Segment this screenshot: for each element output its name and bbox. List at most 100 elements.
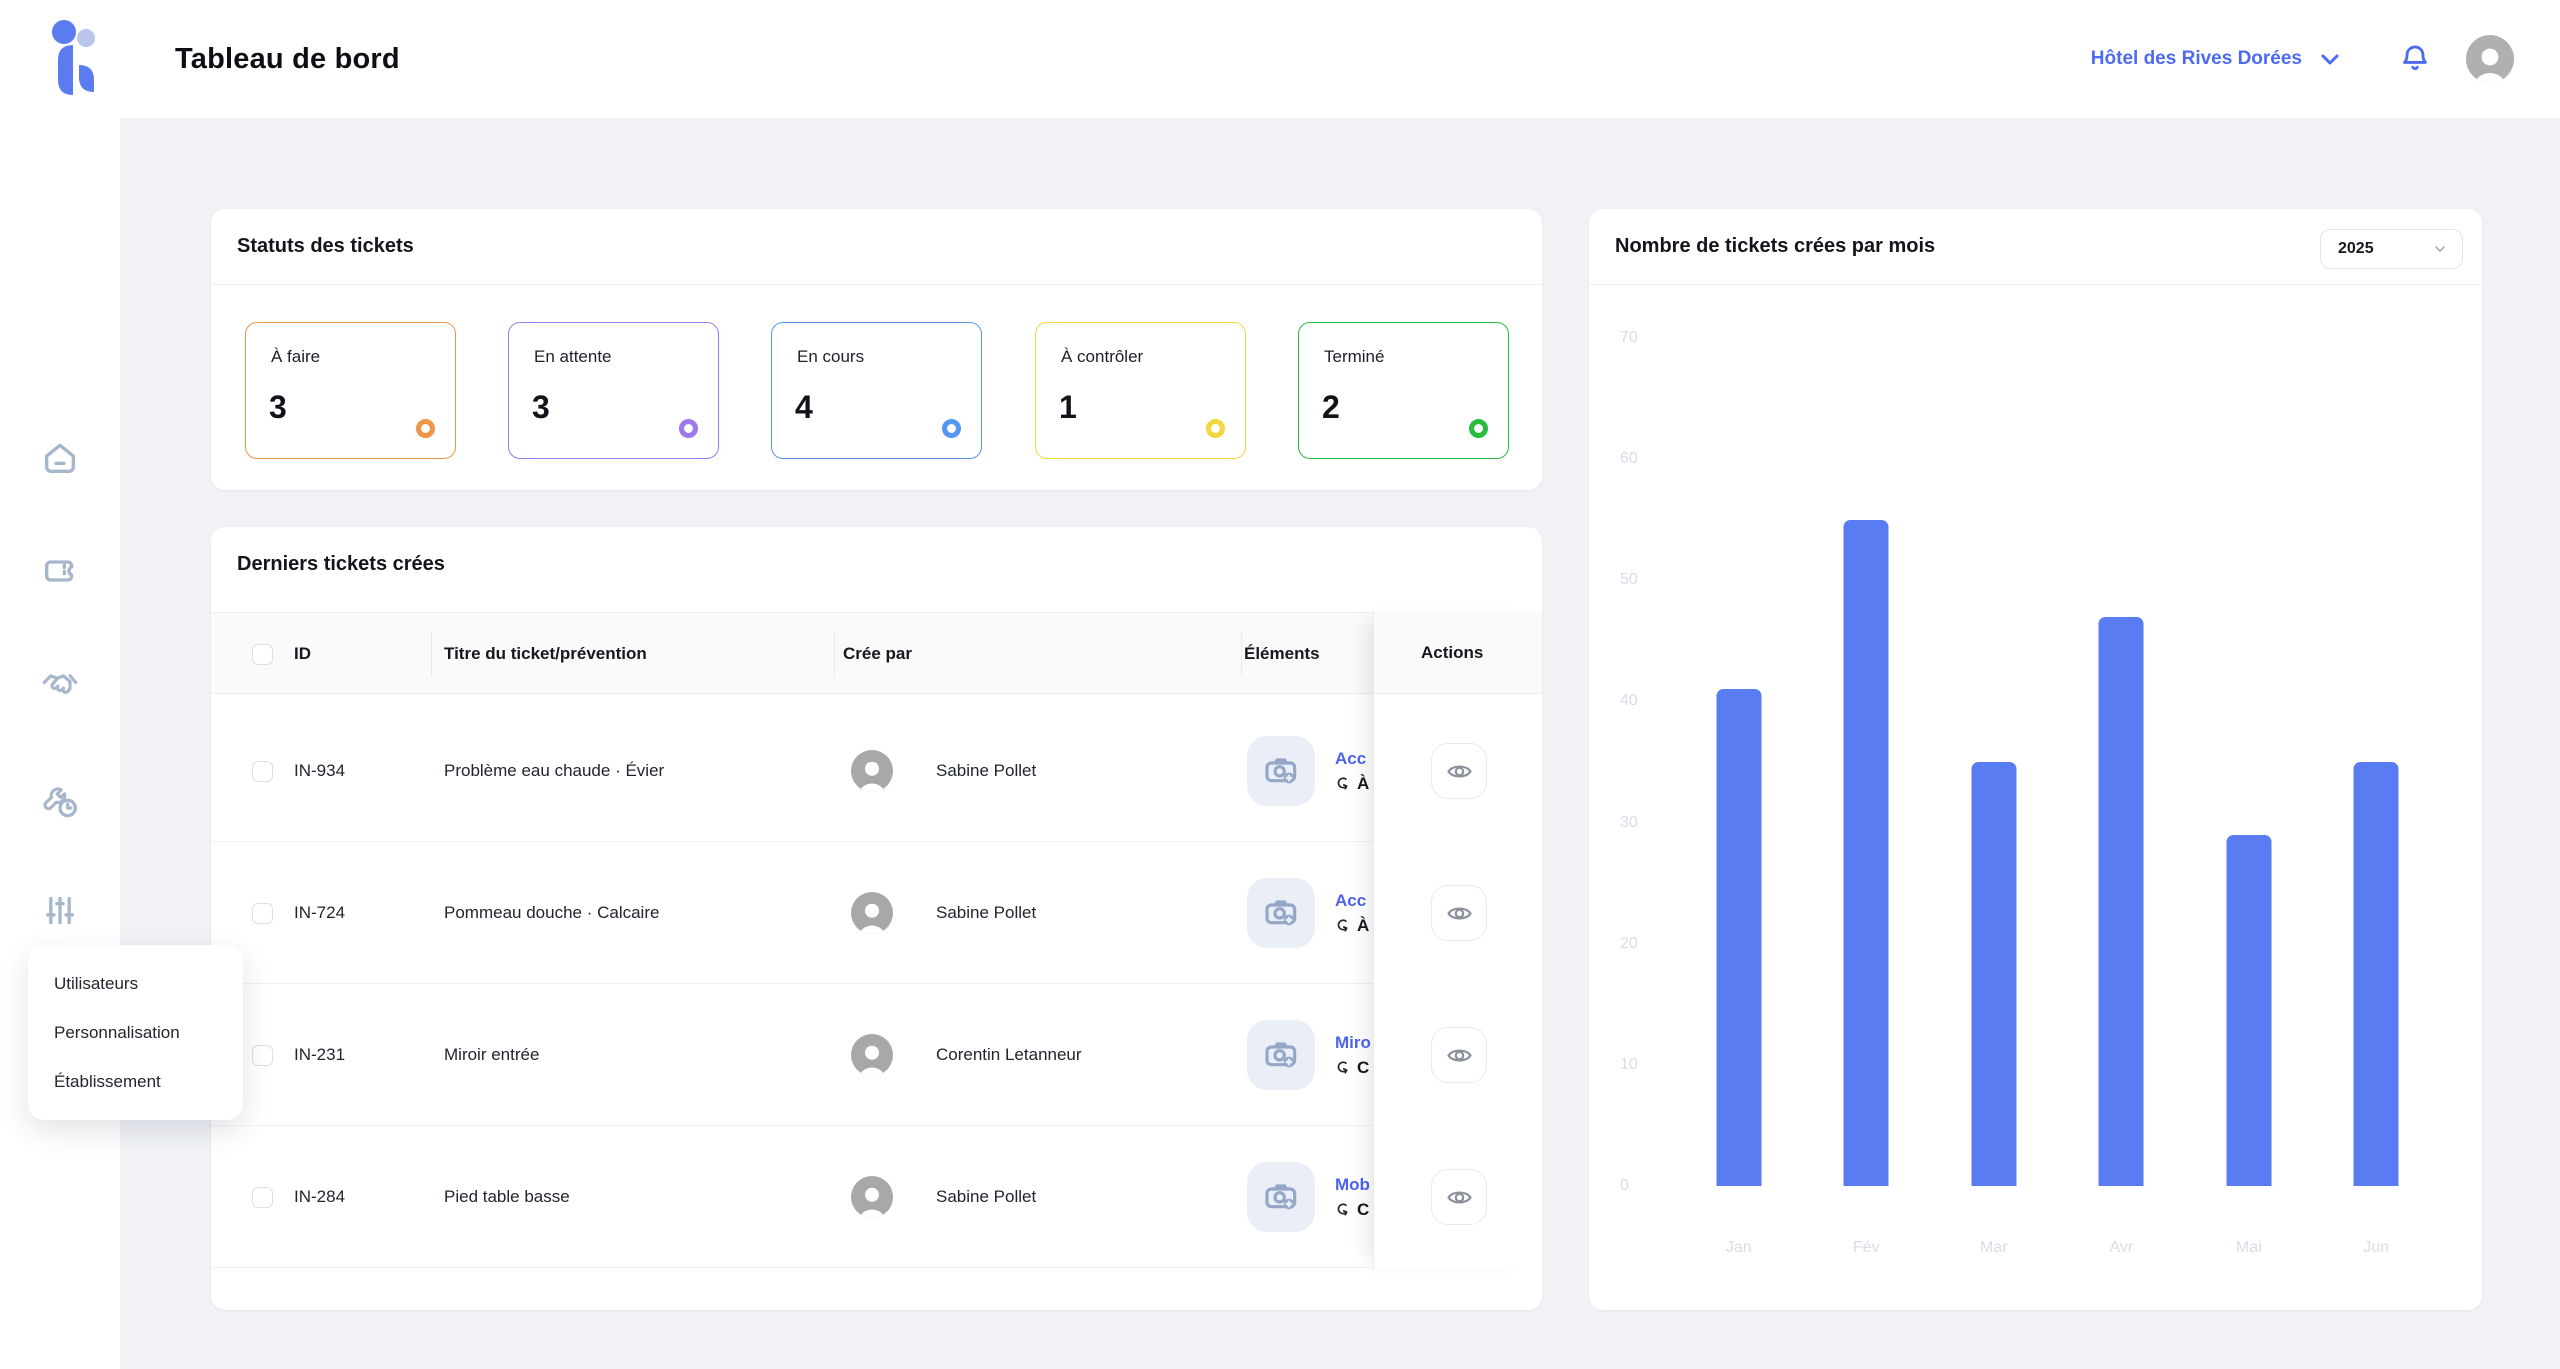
app-logo — [52, 20, 95, 95]
element-cell[interactable]: Acc À — [1247, 700, 1373, 842]
column-header-id: ID — [294, 644, 311, 663]
status-count: 4 — [795, 389, 813, 425]
x-tick-label: Jun — [2363, 1239, 2390, 1256]
settings-popup-menu: Utilisateurs Personnalisation Établissem… — [28, 945, 243, 1120]
status-dot-icon — [416, 419, 435, 438]
sidebar-item-tickets[interactable] — [40, 551, 80, 591]
column-header-cree-par: Crée par — [843, 644, 912, 663]
ticket-title: Pommeau douche · Calcaire — [444, 903, 660, 922]
y-tick-label: 20 — [1620, 934, 1638, 952]
camera-plus-icon — [1247, 1020, 1315, 1090]
chart-y-axis: 0 10 20 30 40 50 60 70 — [1620, 329, 1670, 1194]
chevron-down-icon — [2435, 246, 2445, 252]
year-select[interactable]: 2025 — [2320, 229, 2463, 269]
status-count: 3 — [532, 389, 550, 425]
tickets-card-title: Derniers tickets crées — [237, 553, 445, 575]
chart-card-title: Nombre de tickets crées par mois — [1615, 235, 1936, 257]
row-checkbox[interactable] — [252, 1126, 273, 1268]
element-sub: C — [1335, 1198, 1370, 1222]
sidebar-item-maintenance[interactable] — [40, 781, 80, 821]
status-box-a-faire[interactable]: À faire 3 — [245, 322, 456, 459]
tickets-card: Derniers tickets crées ID Titre du ticke… — [211, 527, 1542, 1310]
account-switcher[interactable]: Hôtel des Rives Dorées — [2091, 47, 2342, 71]
y-tick-label: 60 — [1620, 450, 1638, 468]
table-row[interactable]: IN-231 Miroir entrée Corentin Letanneur … — [211, 984, 1542, 1126]
status-box-en-cours[interactable]: En cours 4 — [771, 322, 982, 459]
creator-name: Sabine Pollet — [936, 903, 1037, 922]
camera-plus-icon — [1247, 1162, 1315, 1232]
status-card: Statuts des tickets À faire 3 En attente… — [211, 209, 1542, 490]
status-label: En cours — [797, 347, 865, 366]
ticket-title: Pied table basse — [444, 1187, 570, 1206]
view-ticket-button[interactable] — [1431, 1027, 1487, 1083]
status-card-title: Statuts des tickets — [237, 235, 414, 257]
chevron-down-icon — [2318, 47, 2342, 71]
view-ticket-button[interactable] — [1431, 743, 1487, 799]
chart-bar-Jan — [1716, 689, 1762, 1186]
menu-item-personnalisation[interactable]: Personnalisation — [54, 1022, 180, 1042]
creator-name: Sabine Pollet — [936, 1187, 1037, 1206]
element-cell[interactable]: Acc À — [1247, 842, 1373, 984]
status-count: 2 — [1322, 389, 1340, 425]
chart-card: Nombre de tickets crées par mois 2025 0 1… — [1589, 209, 2482, 1310]
status-label: En attente — [534, 347, 612, 366]
ticket-id: IN-284 — [294, 1187, 346, 1206]
column-separator — [431, 632, 432, 676]
ticket-id: IN-934 — [294, 761, 346, 780]
status-label: À contrôler — [1061, 347, 1144, 366]
y-tick-label: 30 — [1620, 813, 1638, 831]
y-tick-label: 40 — [1620, 692, 1638, 710]
table-row[interactable]: IN-724 Pommeau douche · Calcaire Sabine … — [211, 842, 1542, 984]
column-separator — [1241, 632, 1242, 676]
x-tick-label: Mar — [1979, 1239, 2008, 1256]
element-cell[interactable]: Miro C — [1247, 984, 1373, 1126]
status-box-termine[interactable]: Terminé 2 — [1298, 322, 1509, 459]
camera-plus-icon — [1247, 878, 1315, 948]
status-box-en-attente[interactable]: En attente 3 — [508, 322, 719, 459]
table-row[interactable]: IN-284 Pied table basse Sabine Pollet Mo… — [211, 1126, 1542, 1268]
sidebar-item-home[interactable] — [40, 439, 80, 479]
sub-arrow-icon — [1337, 1061, 1348, 1074]
topbar: Tableau de bord Hôtel des Rives Dorées — [0, 0, 2560, 118]
chart-bar-Mai — [2226, 834, 2272, 1186]
status-box-a-controler[interactable]: À contrôler 1 — [1035, 322, 1246, 459]
table-row[interactable]: IN-934 Problème eau chaude · Évier Sabin… — [211, 700, 1542, 842]
year-select-value: 2025 — [2338, 240, 2374, 257]
status-dot-icon — [942, 419, 961, 438]
chart-bars — [1675, 338, 2440, 1186]
row-checkbox[interactable] — [252, 700, 273, 842]
chart-x-axis: Jan Fév Mar Avr Mai Jun — [1675, 1239, 2440, 1265]
sidebar-item-partners[interactable] — [40, 665, 80, 705]
notifications-bell-icon[interactable] — [2398, 42, 2432, 76]
column-separator — [834, 632, 835, 676]
select-all-checkbox[interactable] — [252, 613, 273, 695]
creator-avatar — [851, 842, 893, 984]
x-tick-label: Mai — [2235, 1239, 2262, 1256]
element-cell[interactable]: Mob C — [1247, 1126, 1373, 1268]
chart-bar-Mar — [1971, 762, 2017, 1186]
column-header-elements: Éléments — [1244, 644, 1320, 663]
row-checkbox[interactable] — [252, 984, 273, 1126]
menu-item-etablissement[interactable]: Établissement — [54, 1071, 161, 1091]
status-count: 1 — [1059, 389, 1077, 425]
ticket-title: Problème eau chaude · Évier — [444, 761, 665, 780]
sub-arrow-icon — [1337, 1203, 1348, 1216]
y-tick-label: 50 — [1620, 571, 1638, 589]
row-checkbox[interactable] — [252, 842, 273, 984]
sidebar-item-settings-sliders[interactable] — [40, 891, 80, 931]
divider — [211, 284, 1542, 285]
sub-arrow-icon — [1337, 777, 1348, 790]
view-ticket-button[interactable] — [1431, 1169, 1487, 1225]
user-avatar[interactable] — [2466, 35, 2514, 83]
sidebar — [0, 0, 120, 1369]
element-link: Acc — [1335, 890, 1367, 910]
status-label: Terminé — [1324, 347, 1385, 366]
element-sub: À — [1335, 772, 1369, 796]
chart-bar-Avr — [2098, 616, 2144, 1186]
view-ticket-button[interactable] — [1431, 885, 1487, 941]
ticket-id: IN-724 — [294, 903, 346, 922]
status-count: 3 — [269, 389, 287, 425]
menu-item-utilisateurs[interactable]: Utilisateurs — [54, 973, 139, 993]
account-name: Hôtel des Rives Dorées — [2090, 48, 2302, 69]
